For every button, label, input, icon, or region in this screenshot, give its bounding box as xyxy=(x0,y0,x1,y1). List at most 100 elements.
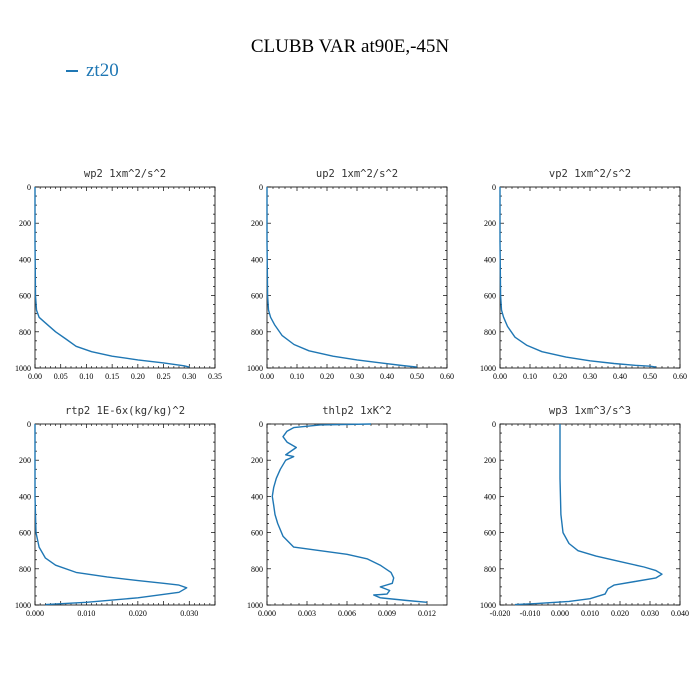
panel-title: wp3 1xm^3/s^3 xyxy=(549,405,631,417)
x-tick-label: 0.35 xyxy=(208,372,222,381)
x-tick-label: 0.012 xyxy=(418,609,436,618)
x-tick-label: 0.15 xyxy=(105,372,119,381)
x-tick-label: 0.040 xyxy=(671,609,689,618)
x-tick-label: 0.30 xyxy=(583,372,597,381)
y-tick-label: 200 xyxy=(19,456,31,465)
x-tick-label: 0.000 xyxy=(26,609,44,618)
x-tick-label: 0.25 xyxy=(157,372,171,381)
series-line-zt20 xyxy=(34,187,190,368)
y-tick-label: 400 xyxy=(251,492,263,501)
y-tick-label: 0 xyxy=(492,420,496,429)
y-tick-label: 600 xyxy=(251,292,263,301)
x-tick-label: 0.50 xyxy=(643,372,657,381)
legend: zt20 xyxy=(66,60,119,82)
x-tick-label: 0.009 xyxy=(378,609,396,618)
y-tick-label: 800 xyxy=(484,328,496,337)
y-tick-label: 1000 xyxy=(247,364,263,373)
x-tick-label: -0.020 xyxy=(490,609,511,618)
y-tick-label: 0 xyxy=(259,420,263,429)
y-tick-label: 600 xyxy=(251,529,263,538)
figure-title: CLUBB VAR at90E,-45N xyxy=(250,36,450,57)
plot-frame xyxy=(499,186,681,369)
y-tick-label: 400 xyxy=(484,255,496,264)
plot-frame xyxy=(266,423,448,606)
y-tick-label: 1000 xyxy=(15,364,31,373)
series-line-zt20 xyxy=(499,187,657,368)
x-tick-label: 0.006 xyxy=(338,609,356,618)
x-tick-label: 0.60 xyxy=(673,372,687,381)
x-tick-label: 0.20 xyxy=(553,372,567,381)
y-tick-label: 0 xyxy=(259,183,263,192)
x-tick-label: 0.00 xyxy=(28,372,42,381)
x-tick-label: 0.40 xyxy=(613,372,627,381)
panel-title: rtp2 1E-6x(kg/kg)^2 xyxy=(65,405,185,417)
legend-label: zt20 xyxy=(86,60,119,81)
y-tick-label: 800 xyxy=(251,328,263,337)
x-tick-label: 0.000 xyxy=(258,609,276,618)
x-tick-label: 0.030 xyxy=(641,609,659,618)
x-tick-label: 0.10 xyxy=(290,372,304,381)
y-tick-label: 600 xyxy=(19,529,31,538)
y-tick-label: 800 xyxy=(19,328,31,337)
y-tick-label: 0 xyxy=(492,183,496,192)
y-tick-label: 1000 xyxy=(15,601,31,610)
y-tick-label: 400 xyxy=(19,255,31,264)
y-tick-label: 600 xyxy=(484,529,496,538)
y-tick-label: 800 xyxy=(251,565,263,574)
y-tick-label: 600 xyxy=(484,292,496,301)
x-tick-label: 0.05 xyxy=(54,372,68,381)
series-line-zt20 xyxy=(34,424,188,606)
x-tick-label: 0.30 xyxy=(350,372,364,381)
x-tick-label: 0.10 xyxy=(79,372,93,381)
y-tick-label: 400 xyxy=(251,255,263,264)
y-tick-label: 400 xyxy=(19,492,31,501)
x-tick-label: 0.40 xyxy=(380,372,394,381)
y-tick-label: 200 xyxy=(251,456,263,465)
y-tick-label: 400 xyxy=(484,492,496,501)
plot-frame xyxy=(266,186,448,369)
plot-frame xyxy=(34,423,216,606)
x-tick-label: 0.020 xyxy=(129,609,147,618)
y-tick-label: 200 xyxy=(484,456,496,465)
y-tick-label: 800 xyxy=(19,565,31,574)
y-tick-label: 200 xyxy=(484,219,496,228)
y-tick-label: 0 xyxy=(27,420,31,429)
panel-title: vp2 1xm^2/s^2 xyxy=(549,168,631,180)
x-tick-label: 0.00 xyxy=(260,372,274,381)
y-tick-label: 1000 xyxy=(247,601,263,610)
x-tick-label: 0.20 xyxy=(320,372,334,381)
x-tick-label: 0.000 xyxy=(551,609,569,618)
x-tick-label: 0.20 xyxy=(131,372,145,381)
y-tick-label: 600 xyxy=(19,292,31,301)
y-tick-label: 800 xyxy=(484,565,496,574)
x-tick-label: 0.30 xyxy=(182,372,196,381)
x-tick-label: 0.020 xyxy=(611,609,629,618)
panel-title: thlp2 1xK^2 xyxy=(322,405,392,417)
x-tick-label: 0.010 xyxy=(77,609,95,618)
y-tick-label: 200 xyxy=(251,219,263,228)
y-tick-label: 200 xyxy=(19,219,31,228)
x-tick-label: 0.003 xyxy=(298,609,316,618)
series-line-zt20 xyxy=(266,187,418,368)
y-tick-label: 0 xyxy=(27,183,31,192)
legend-line-swatch xyxy=(66,70,78,72)
x-tick-label: 0.010 xyxy=(581,609,599,618)
x-tick-label: 0.00 xyxy=(493,372,507,381)
panel-title: up2 1xm^2/s^2 xyxy=(316,168,398,180)
chart-panel-5: wp3 1xm^3/s^3 0 200 400 600 800 1000-0.020 -0.0… xyxy=(480,405,689,618)
x-tick-label: 0.50 xyxy=(410,372,424,381)
chart-panel-3: rtp2 1E-6x(kg/kg)^2 0 200 400 600 800 10000.00… xyxy=(15,405,216,618)
y-tick-label: 1000 xyxy=(480,364,496,373)
panel-title: wp2 1xm^2/s^2 xyxy=(84,168,166,180)
series-line-zt20 xyxy=(271,423,428,603)
series-line-zt20 xyxy=(514,424,663,606)
y-tick-label: 1000 xyxy=(480,601,496,610)
x-tick-label: 0.60 xyxy=(440,372,454,381)
x-tick-label: 0.030 xyxy=(180,609,198,618)
x-tick-label: 0.10 xyxy=(523,372,537,381)
